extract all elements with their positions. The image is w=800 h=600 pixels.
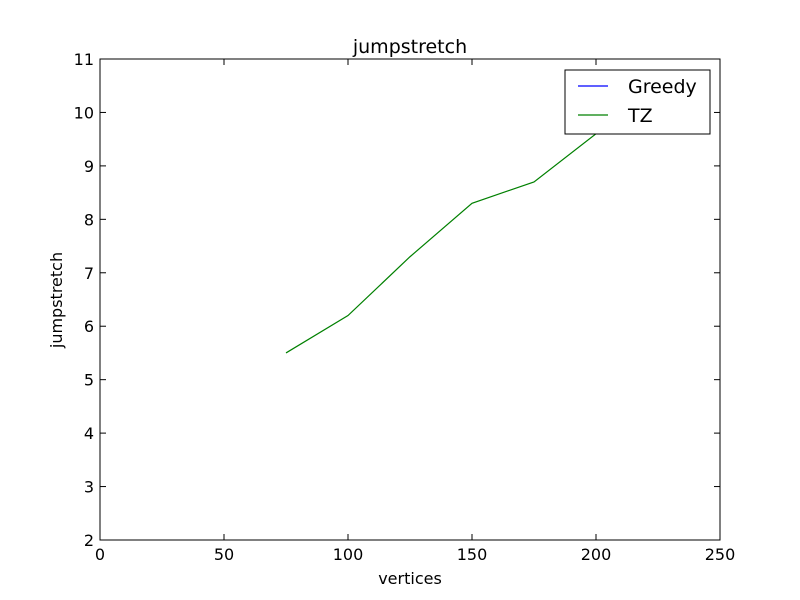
x-tick-label: 150 <box>457 545 488 564</box>
y-tick-label: 7 <box>84 264 94 283</box>
x-tick-label: 0 <box>95 545 105 564</box>
y-tick-label: 9 <box>84 157 94 176</box>
legend-label-tz: TZ <box>627 105 653 127</box>
x-axis-label: vertices <box>378 569 442 588</box>
chart-title: jumpstretch <box>352 36 467 58</box>
x-tick-label: 50 <box>214 545 234 564</box>
y-tick-label: 8 <box>84 210 94 229</box>
y-axis-label: jumpstretch <box>47 252 66 349</box>
y-tick-label: 10 <box>74 103 94 122</box>
y-tick-label: 4 <box>84 424 94 443</box>
axes-frame <box>99 58 721 541</box>
legend: Greedy TZ <box>564 69 711 135</box>
y-tick-label: 3 <box>84 478 94 497</box>
y-tick-label: 2 <box>84 531 94 550</box>
x-tick-label: 250 <box>705 545 736 564</box>
x-tick-label: 100 <box>333 545 364 564</box>
axis-ticks: 0 50 100 150 200 250 2 3 4 5 6 7 8 9 10 11 <box>74 50 736 564</box>
y-tick-label: 11 <box>74 50 94 69</box>
y-tick-label: 6 <box>84 317 94 336</box>
y-tick-label: 5 <box>84 371 94 390</box>
legend-box <box>564 69 711 135</box>
x-tick-label: 200 <box>581 545 612 564</box>
legend-label-greedy: Greedy <box>628 76 697 98</box>
